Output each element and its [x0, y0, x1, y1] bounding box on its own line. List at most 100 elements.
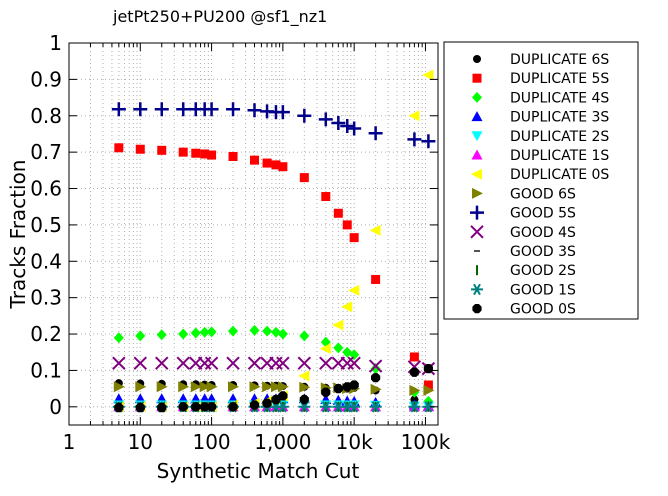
y-tick-label: 0.2: [30, 322, 62, 346]
series-good-0s: [114, 364, 433, 413]
legend-label: DUPLICATE 0S: [510, 167, 609, 183]
legend-entry-duplicate-3s: DUPLICATE 3S: [471, 110, 609, 126]
data-point: [368, 126, 383, 141]
data-point: [249, 324, 260, 336]
legend-entry-good-0s: GOOD 0S: [472, 302, 576, 318]
data-point: [190, 327, 201, 339]
data-point: [409, 384, 421, 396]
legend-label: DUPLICATE 4S: [510, 90, 609, 106]
legend: DUPLICATE 6S DUPLICATE 5S DUPLICATE 4S DUPL…: [470, 52, 609, 318]
legend-entry-duplicate-5s: DUPLICATE 5S: [472, 71, 609, 87]
data-point: [135, 144, 145, 154]
legend-entry-duplicate-4s: DUPLICATE 4S: [472, 90, 609, 106]
legend-marker: [471, 131, 483, 142]
data-point: [178, 381, 190, 393]
data-point: [226, 356, 240, 370]
data-point: [277, 381, 289, 393]
legend-entry-good-3s: GOOD 3S: [474, 244, 576, 260]
data-point: [408, 401, 421, 413]
y-tick-label: 0.5: [30, 213, 62, 237]
data-point: [368, 359, 383, 373]
series-good-5s: [111, 102, 436, 149]
data-point: [299, 330, 310, 342]
data-point: [299, 173, 309, 183]
data-point: [156, 329, 167, 341]
data-point: [319, 356, 333, 370]
legend-entry-good-2s: GOOD 2S: [476, 263, 576, 279]
data-point: [333, 342, 344, 354]
x-tick-label: 10: [128, 430, 153, 454]
data-point: [333, 208, 343, 218]
data-point: [276, 356, 290, 370]
x-tick-label: 100k: [401, 430, 451, 454]
data-point: [112, 356, 126, 370]
data-point: [407, 132, 422, 147]
y-tick-label: 0.4: [30, 249, 62, 273]
data-point: [204, 356, 219, 370]
legend-label: GOOD 1S: [510, 282, 576, 298]
data-point: [347, 356, 361, 370]
data-point: [331, 116, 346, 131]
data-point: [409, 367, 419, 377]
legend-marker: [471, 283, 483, 296]
data-point: [297, 356, 312, 370]
data-point: [204, 102, 219, 117]
legend-entry-duplicate-6s: DUPLICATE 6S: [473, 52, 609, 68]
legend-entry-duplicate-0s: DUPLICATE 0S: [471, 167, 609, 183]
y-tick-label: 0: [49, 395, 62, 419]
legend-entry-good-4s: GOOD 4S: [470, 225, 576, 241]
data-point: [371, 373, 381, 383]
legend-label: GOOD 4S: [510, 225, 576, 241]
data-point: [228, 325, 238, 337]
data-point: [157, 402, 167, 413]
legend-marker: [472, 73, 482, 83]
series-good-4s: [112, 356, 436, 376]
x-axis-title: Synthetic Match Cut: [157, 459, 360, 483]
data-point: [247, 103, 262, 118]
axis-ticks: 0 0.1 0.2 0.3 0.4 0.5 0.6 0.7 0.8 0.9 1 1 10 100 1,000…: [30, 31, 451, 454]
y-tick-label: 0.1: [30, 358, 62, 382]
data-point: [199, 381, 211, 393]
legend-marker: [472, 91, 482, 103]
data-point: [299, 381, 311, 393]
legend-label: DUPLICATE 5S: [510, 71, 609, 87]
data-point: [114, 143, 124, 153]
data-point: [155, 356, 169, 370]
series-duplicate-5s: [114, 143, 433, 390]
data-point: [206, 381, 218, 393]
data-point: [349, 380, 359, 390]
legend-entry-good-6s: GOOD 6S: [472, 186, 576, 202]
data-point: [421, 134, 436, 149]
legend-marker: [471, 168, 482, 180]
legend-label: DUPLICATE 6S: [510, 52, 609, 68]
legend-label: DUPLICATE 3S: [510, 110, 609, 126]
data-point: [332, 319, 344, 331]
data-point: [298, 370, 310, 382]
data-point: [113, 381, 125, 393]
data-point: [133, 102, 148, 117]
data-point: [370, 363, 381, 375]
data-point: [206, 326, 217, 338]
legend-marker: [470, 205, 484, 220]
data-point: [135, 402, 145, 413]
data-point: [369, 224, 381, 236]
data-point: [178, 402, 188, 412]
y-tick-label: 0.8: [30, 104, 62, 128]
data-point: [371, 274, 381, 284]
data-point: [228, 402, 238, 412]
chart-title: jetPt250+PU200 @sf1_nz1: [112, 7, 327, 27]
legend-marker: [471, 111, 483, 122]
data-point: [321, 387, 331, 397]
data-point: [262, 158, 272, 168]
legend-marker: [473, 55, 481, 63]
data-point: [277, 328, 288, 340]
data-point: [207, 402, 217, 412]
x-tick-label: 1,000: [254, 430, 311, 454]
data-point: [114, 402, 124, 413]
data-point: [133, 356, 147, 370]
data-point: [226, 102, 241, 117]
data-point: [111, 102, 126, 117]
data-point: [249, 381, 261, 393]
data-point: [423, 384, 435, 396]
